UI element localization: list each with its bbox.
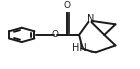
Text: HN: HN (72, 43, 87, 53)
Text: O: O (52, 30, 59, 39)
Text: O: O (63, 1, 70, 10)
Text: N: N (87, 14, 94, 24)
